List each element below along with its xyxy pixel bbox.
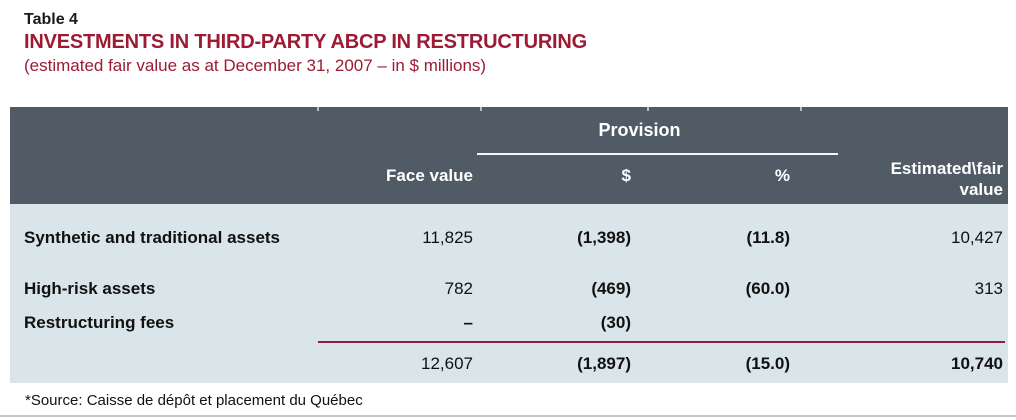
table-row-restructuring-fees: Restructuring fees – (30)	[10, 305, 1008, 341]
total-provision-percent-cell: (15.0)	[745, 353, 790, 373]
title-block: Table 4 INVESTMENTS IN THIRD-PARTY ABCP …	[24, 9, 587, 77]
estimated-fair-value-column-header: Estimated\fair value	[801, 158, 1008, 200]
column-separator-tick	[317, 107, 319, 111]
column-separator-tick	[480, 107, 482, 111]
provision-percent-column-header: %	[774, 166, 790, 185]
estimated-fair-value-cell: 313	[974, 278, 1003, 298]
table-title: INVESTMENTS IN THIRD-PARTY ABCP IN RESTR…	[24, 31, 588, 53]
provision-dollar-cell: (1,398)	[577, 228, 631, 247]
table-number-label: Table 4	[24, 11, 78, 28]
abcp-restructuring-table: Provision Face value $ % Estimated\fair …	[10, 107, 1008, 383]
bottom-divider	[0, 415, 1016, 417]
face-value-cell: 11,825	[422, 228, 473, 247]
row-label	[10, 361, 320, 364]
provision-dollar-cell: (469)	[591, 278, 631, 298]
row-label: Restructuring fees	[24, 313, 175, 332]
row-label: Synthetic and traditional assets	[24, 228, 281, 247]
face-value-cell: 782	[444, 278, 473, 298]
provision-dollar-cell: (30)	[600, 313, 631, 332]
provision-underline	[477, 153, 838, 155]
face-value-column-header: Face value	[386, 166, 473, 185]
total-provision-dollar-cell: (1,897)	[577, 353, 631, 373]
table-header: Provision Face value $ % Estimated\fair …	[10, 107, 1008, 204]
total-estimated-fair-value-cell: 10,740	[951, 353, 1003, 373]
provision-percent-cell: (60.0)	[745, 278, 790, 298]
table-row-total: 12,607 (1,897) (15.0) 10,740	[10, 341, 1008, 383]
row-label: High-risk assets	[24, 278, 156, 298]
column-separator-tick	[800, 107, 802, 111]
provision-percent-cell: (11.8)	[746, 228, 790, 247]
provision-group-header: Provision	[598, 120, 681, 140]
estimated-fair-value-header-line2: value	[959, 180, 1003, 199]
estimated-fair-value-cell: 10,427	[951, 228, 1003, 247]
source-note: *Source: Caisse de dépôt et placement du…	[25, 392, 363, 409]
table-row-high-risk-assets: High-risk assets 782 (469) (60.0) 313	[10, 272, 1008, 305]
table-body: Synthetic and traditional assets 11,825 …	[10, 204, 1008, 383]
column-header-row: Face value $ % Estimated\fair value	[10, 158, 1008, 200]
table-subtitle: (estimated fair value as at December 31,…	[24, 56, 487, 75]
total-row-divider	[318, 341, 1005, 343]
face-value-cell: –	[463, 313, 473, 332]
table-row-synthetic-traditional-assets: Synthetic and traditional assets 11,825 …	[10, 204, 1008, 272]
estimated-fair-value-header-line1: Estimated\fair	[890, 159, 1003, 178]
total-face-value-cell: 12,607	[421, 353, 473, 373]
provision-dollar-column-header: $	[621, 166, 631, 185]
column-separator-tick	[647, 107, 649, 111]
